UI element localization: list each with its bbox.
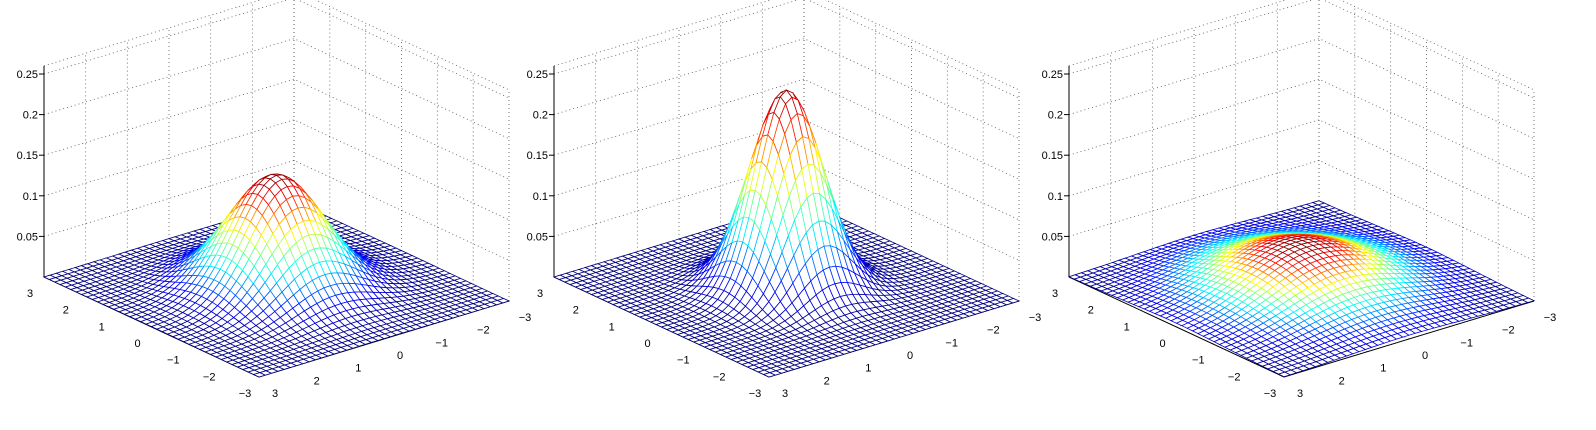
mesh-cell [1006,298,1021,304]
y-tick-label: 0 [1422,350,1428,362]
x-tick-label: −1 [1192,355,1205,367]
z-tick-label: 0.1 [533,191,548,203]
tick-labels: 0.05 0.1 0.15 0.2 0.25 3 2 1 0 −1 −2 −3 −3 −2 −1 0 1 2 3 [527,69,1042,400]
surface-plot-1: 0.05 0.1 0.15 0.2 0.25 3 2 1 0 −1 −2 −3 −3 −2 −1 0 1 2 3 [17,0,531,400]
grid-line [1068,0,1535,99]
mesh-cell [1521,297,1536,303]
y-tick-label: 1 [355,363,361,375]
z-tick-label: 0.15 [17,150,38,162]
surface-plot-2: 0.05 0.1 0.15 0.2 0.25 3 2 1 0 −1 −2 −3 −3 −2 −1 0 1 2 3 [527,0,1041,400]
grid-line [553,0,1020,99]
z-tick-label: 0.25 [1042,69,1063,81]
z-tick-label: 0.2 [533,110,548,122]
y-tick-label: −1 [435,337,448,349]
x-tick-label: −3 [1264,388,1277,400]
x-tick-label: −2 [1228,371,1241,383]
surface-mesh [1067,200,1536,378]
y-tick-label: −3 [519,312,532,324]
grid-line [43,0,510,99]
x-tick-label: −1 [677,355,690,367]
x-tick-label: −3 [239,388,252,400]
z-tick-label: 0.25 [527,69,548,81]
x-tick-label: 3 [27,288,33,300]
x-tick-label: 1 [1124,321,1130,333]
y-axis-line [1283,300,1535,378]
y-tick-label: −1 [1460,337,1473,349]
surface-mesh [42,173,511,378]
z-tick-label: 0.15 [527,150,548,162]
x-tick-label: 2 [573,305,579,317]
x-tick-label: −1 [167,355,180,367]
grid-line [43,0,510,91]
z-tick-label: 0.15 [1042,150,1063,162]
grid-line [1068,119,1535,221]
x-tick-label: 0 [134,338,140,350]
grid-line [1068,0,1535,91]
x-tick-label: 0 [1159,338,1165,350]
y-tick-label: 3 [272,388,278,400]
y-tick-label: −2 [987,325,1000,337]
y-tick-label: 0 [907,350,913,362]
grid-line [553,0,1020,91]
z-tick-label: 0.2 [1048,110,1063,122]
x-tick-label: 2 [1088,305,1094,317]
y-tick-label: 2 [314,375,320,387]
x-tick-label: 2 [63,305,69,317]
y-tick-label: −3 [1544,312,1557,324]
tick-labels: 0.05 0.1 0.15 0.2 0.25 3 2 1 0 −1 −2 −3 −3 −2 −1 0 1 2 3 [17,69,532,400]
y-tick-label: 0 [397,350,403,362]
z-tick-label: 0.05 [527,231,548,243]
grid-line [1068,38,1535,139]
mesh-cell [496,298,511,304]
grid-line [43,78,510,180]
x-axis-line [1068,276,1285,378]
z-tick-label: 0.25 [17,69,38,81]
z-tick-label: 0.2 [23,110,38,122]
x-tick-label: −3 [749,388,762,400]
z-tick-label: 0.05 [17,231,38,243]
y-tick-label: −2 [1502,325,1515,337]
surface-mesh [552,89,1021,378]
x-tick-label: 3 [537,288,543,300]
grid-line [43,38,510,139]
y-tick-label: −1 [945,337,958,349]
x-tick-label: 1 [99,321,105,333]
x-tick-label: −2 [203,371,216,383]
x-tick-label: 0 [644,338,650,350]
y-tick-label: 2 [824,375,830,387]
x-tick-label: 3 [1052,288,1058,300]
y-tick-label: 3 [782,388,788,400]
x-tick-label: −2 [713,371,726,383]
axes [1064,65,1535,378]
z-tick-label: 0.1 [23,191,38,203]
x-tick-label: 1 [609,321,615,333]
y-tick-label: −2 [477,325,490,337]
y-tick-label: −3 [1029,312,1042,324]
y-tick-label: 1 [1380,363,1386,375]
y-tick-label: 1 [865,363,871,375]
z-tick-label: 0.1 [1048,191,1063,203]
z-tick-label: 0.05 [1042,231,1063,243]
grid-line [1068,78,1535,180]
